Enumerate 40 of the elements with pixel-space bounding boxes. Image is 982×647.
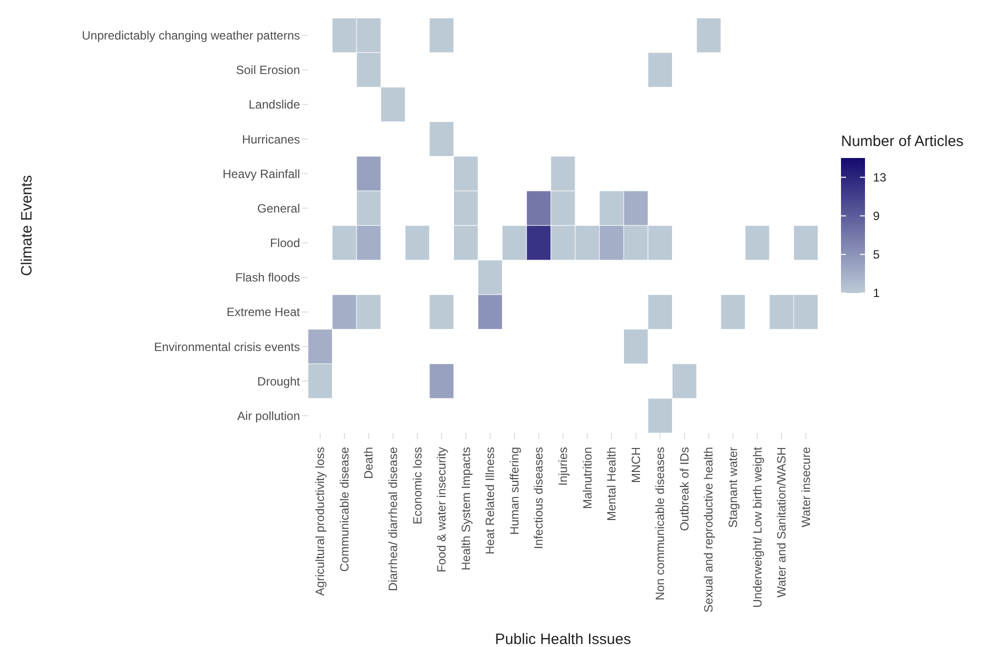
- y-tick-label: Hurricanes: [242, 132, 300, 146]
- x-tick-label: Mental Health: [604, 447, 619, 522]
- y-tick-label: Environmental crisis events: [154, 340, 300, 354]
- x-tick-label: Human suffering: [507, 447, 522, 535]
- x-tick-label: Infectious diseases: [532, 447, 546, 550]
- x-tick-label: Economic loss: [410, 447, 424, 524]
- x-tick-label: Health System Impacts: [458, 447, 473, 570]
- x-tick-label: Sexual and reproductive health: [702, 447, 716, 612]
- y-tick-label: Flash floods: [235, 270, 300, 285]
- x-tick-label: Diarrhea/ diarrheal disease: [386, 446, 400, 592]
- x-tick-label: Malnutrition: [580, 447, 594, 510]
- y-tick-label: Extreme Heat: [226, 305, 301, 320]
- x-tick-label: Death: [362, 447, 376, 480]
- x-tick-label: Heat Related Illness: [483, 447, 498, 554]
- y-tick-label: Flood: [270, 236, 300, 250]
- color-bar-label: 1: [873, 286, 880, 300]
- x-tick-label: Food & water insecurity: [434, 447, 449, 572]
- y-tick-label: Drought: [257, 374, 301, 388]
- y-tick-label: Unpredictably changing weather patterns: [82, 28, 300, 43]
- x-tick-label: Outbreak of IDs: [677, 447, 692, 532]
- x-tick-label: Water and Sanitation/WASH: [774, 447, 789, 598]
- x-tick-label: Water insecure: [798, 446, 813, 528]
- y-tick-label: Air pollution: [237, 408, 300, 423]
- x-axis-title: Public Health Issues: [495, 631, 631, 647]
- color-bar-title: Number of Articles: [841, 133, 964, 150]
- y-tick-label: Heavy Rainfall: [222, 166, 300, 181]
- x-tick-label: Underweight/ Low birth weight: [750, 446, 764, 608]
- x-tick-label: Stagnant water: [726, 446, 740, 528]
- y-tick-label: Soil Erosion: [236, 63, 300, 78]
- x-tick-label: Injuries: [556, 447, 570, 486]
- y-tick-label: General: [257, 201, 300, 216]
- color-bar-label: 9: [873, 208, 880, 223]
- y-axis-title: Climate Events: [18, 175, 36, 276]
- color-bar-label: 13: [873, 170, 887, 184]
- x-tick-label: MNCH: [628, 447, 643, 483]
- x-tick-label: Non communicable diseases: [653, 447, 668, 600]
- color-bar-label: 5: [873, 247, 880, 262]
- x-tick-label: Agricultural productivity loss: [313, 447, 328, 596]
- y-tick-label: Landslide: [248, 98, 300, 112]
- x-tick-label: Communicable disease: [337, 446, 352, 572]
